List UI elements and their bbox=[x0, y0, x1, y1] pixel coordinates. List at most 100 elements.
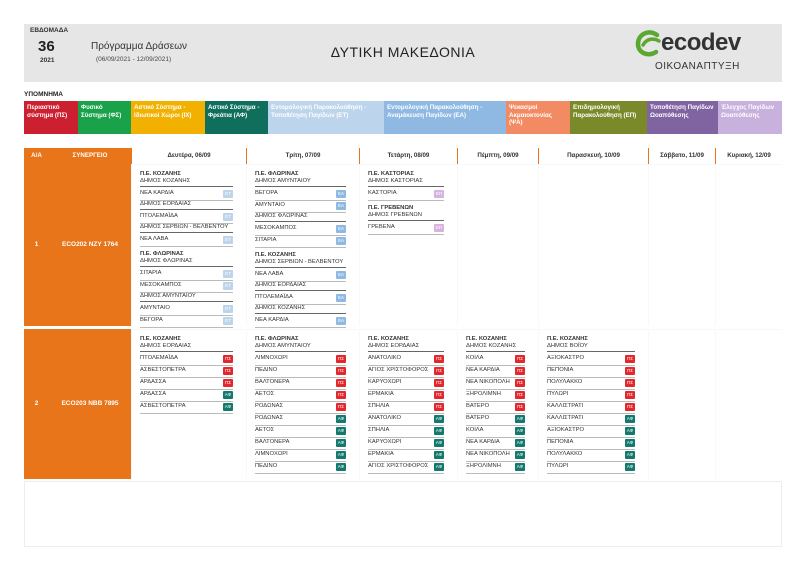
location-name: ΣΙΤΑΡΙΑ bbox=[140, 270, 162, 276]
municipality-heading: ΔΗΜΟΣ ΕΟΡΔΑΙΑΣ bbox=[255, 282, 346, 291]
activity-tag: ΑΦ bbox=[515, 451, 525, 459]
activity-tag: ΠΣ bbox=[434, 391, 444, 399]
activity-tag: ΑΦ bbox=[434, 451, 444, 459]
municipality-heading: ΔΗΜΟΣ ΣΕΡΒΙΩΝ - ΒΕΛΒΕΝΤΟΥ bbox=[140, 224, 233, 233]
location-item: ΑΡΔΑΣΣΑ ΠΣ bbox=[140, 378, 233, 390]
location-item: ΕΡΜΑΚΙΑ ΠΣ bbox=[368, 390, 444, 402]
location-item: ΝΕΑ ΚΑΡΔΙΑ ΕΑ bbox=[255, 316, 346, 328]
location-name: ΒΑΤΕΡΟ bbox=[466, 403, 490, 409]
location-item: ΣΙΤΑΡΙΑ ΕΑ bbox=[255, 236, 346, 248]
location-item: ΛΙΜΝΟΧΩΡΙ ΠΣ bbox=[255, 354, 346, 366]
activity-tag: ΕΤ bbox=[223, 305, 233, 313]
activity-tag: ΠΣ bbox=[336, 391, 346, 399]
legend-item: Εντομολογική Παρακολούθηση - Αναμάκευση … bbox=[384, 101, 506, 134]
prefecture-heading: Π.Ε. ΚΟΖΑΝΗΣ bbox=[547, 336, 588, 342]
activity-tag: ΕΤ bbox=[223, 236, 233, 244]
location-name: ΠΕΔΙΝΟ bbox=[255, 463, 278, 469]
schedule-block: Π.Ε. ΚΟΖΑΝΗΣ ΔΗΜΟΣ ΒΟΪΟΥ ΑΞΙΟΚΑΣΤΡΟ ΠΣ ΠΕΠΟΝ… bbox=[547, 336, 635, 474]
row-number: 2 bbox=[34, 400, 39, 407]
location-name: ΝΕΑ ΚΑΡΔΙΑ bbox=[255, 317, 289, 323]
activity-tag: ΑΦ bbox=[336, 427, 346, 435]
location-item: ΛΙΜΝΟΧΩΡΙ ΑΦ bbox=[255, 450, 346, 462]
schedule-block: Π.Ε. ΚΟΖΑΝΗΣ ΔΗΜΟΣ ΚΟΖΑΝΗΣ ΝΕΑ ΚΑΡΔΙΑ ΕΤ ΔΗΜ… bbox=[140, 171, 233, 328]
ecodev-leaf-icon bbox=[635, 30, 661, 57]
municipality-heading: ΔΗΜΟΣ ΚΟΖΑΝΗΣ bbox=[255, 305, 346, 314]
location-item: ΑΓΙΟΣ ΧΡΙΣΤΟΦΟΡΟΣ ΠΣ bbox=[368, 366, 444, 378]
day-cell bbox=[458, 165, 538, 326]
location-item: ΠΤΟΛΕΜΑΪΔΑ ΠΣ bbox=[140, 354, 233, 366]
activity-tag: ΑΦ bbox=[434, 439, 444, 447]
activity-tag: ΑΦ bbox=[434, 415, 444, 423]
location-item: ΒΑΤΕΡΟ ΑΦ bbox=[466, 414, 525, 426]
location-item: ΑΞΙΟΚΑΣΤΡΟ ΠΣ bbox=[547, 354, 635, 366]
schedule-block: Π.Ε. ΦΛΩΡΙΝΑΣ ΔΗΜΟΣ ΑΜΥΝΤΑΙΟΥ ΒΕΓΟΡΑ ΕΑ ΑΜΥΝ… bbox=[255, 171, 346, 328]
location-name: ΒΑΛΤΟΝΕΡΑ bbox=[255, 439, 290, 445]
prefecture-heading: Π.Ε. ΦΛΩΡΙΝΑΣ bbox=[255, 336, 299, 342]
legend-item: Τοποθέτηση Παγίδων Ωοαπόθεσης bbox=[647, 101, 718, 134]
activity-tag: ΠΣ bbox=[625, 379, 635, 387]
schedule-block: Π.Ε. ΦΛΩΡΙΝΑΣ ΔΗΜΟΣ ΑΜΥΝΤΑΙΟΥ ΛΙΜΝΟΧΩΡΙ ΠΣ Π… bbox=[255, 336, 346, 474]
activity-tag: ΠΣ bbox=[515, 355, 525, 363]
location-item: ΚΑΡΥΟΧΩΡΙ ΠΣ bbox=[368, 378, 444, 390]
location-name: ΑΡΔΑΣΣΑ bbox=[140, 391, 167, 397]
location-item: ΡΟΔΩΝΑΣ ΠΣ bbox=[255, 402, 346, 414]
activity-tag: ΑΦ bbox=[625, 415, 635, 423]
activity-tag: ΕΤ bbox=[223, 317, 233, 325]
location-item: ΡΟΔΩΝΑΣ ΑΦ bbox=[255, 414, 346, 426]
location-item: ΠΕΠΟΝΙΑ ΑΦ bbox=[547, 438, 635, 450]
activity-tag: ΕΑ bbox=[336, 225, 346, 233]
activity-tag: ΠΣ bbox=[336, 403, 346, 411]
activity-tag: ΠΣ bbox=[336, 379, 346, 387]
day-cell bbox=[716, 165, 782, 326]
col-header-day: Πέμπτη, 09/09 bbox=[458, 148, 538, 164]
col-header-day: Σάββατο, 11/09 bbox=[649, 148, 715, 164]
schedule-block: Π.Ε. ΚΟΖΑΝΗΣ ΔΗΜΟΣ ΚΟΖΑΝΗΣ ΚΟΙΛΑ ΠΣ ΝΕΑ ΚΑΡΔ… bbox=[466, 336, 525, 474]
activity-tag: ΠΣ bbox=[336, 355, 346, 363]
header-bar: ΕΒΔΟΜΑΔΑ 36 2021 Πρόγραμμα Δράσεων (06/0… bbox=[24, 24, 782, 82]
municipality-heading: ΔΗΜΟΣ ΑΜΥΝΤΑΙΟΥ bbox=[140, 293, 233, 302]
activity-tag: ΠΣ bbox=[336, 367, 346, 375]
location-name: ΡΟΔΩΝΑΣ bbox=[255, 403, 284, 409]
day-cell bbox=[649, 330, 715, 479]
municipality-heading: ΔΗΜΟΣ ΕΟΡΔΑΙΑΣ bbox=[140, 201, 233, 210]
schedule-block: Π.Ε. ΚΟΖΑΝΗΣ ΔΗΜΟΣ ΕΟΡΔΑΙΑΣ ΑΝΑΤΟΛΙΚΟ ΠΣ ΑΓΙ… bbox=[368, 336, 444, 474]
activity-tag: ΠΣ bbox=[625, 367, 635, 375]
program-dates: (06/09/2021 - 12/09/2021) bbox=[96, 56, 172, 63]
activity-tag: ΑΦ bbox=[336, 439, 346, 447]
municipality-heading: ΔΗΜΟΣ ΒΟΪΟΥ bbox=[547, 343, 635, 352]
location-item: ΠΕΔΙΝΟ ΑΦ bbox=[255, 462, 346, 474]
activity-tag: ΠΣ bbox=[223, 355, 233, 363]
day-cell: Π.Ε. ΚΟΖΑΝΗΣ ΔΗΜΟΣ ΚΟΖΑΝΗΣ ΝΕΑ ΚΑΡΔΙΑ ΕΤ ΔΗΜ… bbox=[132, 165, 246, 328]
activity-tag: ΕΤ bbox=[223, 213, 233, 221]
location-item: ΚΑΣΤΟΡΙΑ ΕΠ bbox=[368, 189, 444, 201]
activity-tag: ΠΣ bbox=[515, 367, 525, 375]
location-item: ΝΕΑ ΛΑΒΑ ΕΑ bbox=[255, 270, 346, 282]
location-name: ΠΟΛΥΛΑΚΚΟ bbox=[547, 379, 583, 385]
legend-item: Φυσικό Σύστημα (ΦΣ) bbox=[78, 101, 131, 134]
location-name: ΝΕΑ ΚΑΡΔΙΑ bbox=[466, 439, 500, 445]
location-item: ΑΕΤΟΣ ΠΣ bbox=[255, 390, 346, 402]
location-name: ΝΕΑ ΚΑΡΔΙΑ bbox=[466, 367, 500, 373]
activity-tag: ΑΦ bbox=[515, 439, 525, 447]
location-item: ΝΕΑ ΚΑΡΔΙΑ ΕΤ bbox=[140, 189, 233, 201]
location-name: ΠΥΛΩΡΙ bbox=[547, 391, 569, 397]
col-header-day: Τετάρτη, 08/09 bbox=[360, 148, 457, 164]
day-cell bbox=[649, 165, 715, 326]
location-name: ΣΠΗΛΙΑ bbox=[368, 427, 390, 433]
municipality-heading: ΔΗΜΟΣ ΚΑΣΤΟΡΙΑΣ bbox=[368, 178, 444, 187]
location-item: ΑΓΙΟΣ ΧΡΙΣΤΟΦΟΡΟΣ ΑΦ bbox=[368, 462, 444, 474]
location-name: ΚΑΛΛΙΣΤΡΑΤΙ bbox=[547, 415, 584, 421]
location-name: ΚΑΡΥΟΧΩΡΙ bbox=[368, 379, 402, 385]
schedule-block: Π.Ε. ΚΟΖΑΝΗΣ ΔΗΜΟΣ ΕΟΡΔΑΙΑΣ ΠΤΟΛΕΜΑΪΔΑ ΠΣ ΑΣ… bbox=[140, 336, 233, 414]
location-item: ΜΕΣΟΚΑΜΠΟΣ ΕΤ bbox=[140, 281, 233, 293]
day-cell: Π.Ε. ΚΟΖΑΝΗΣ ΔΗΜΟΣ ΚΟΖΑΝΗΣ ΚΟΙΛΑ ΠΣ ΝΕΑ ΚΑΡΔ… bbox=[458, 330, 538, 479]
location-name: ΛΙΜΝΟΧΩΡΙ bbox=[255, 355, 288, 361]
location-item: ΑΝΑΤΟΛΙΚΟ ΑΦ bbox=[368, 414, 444, 426]
ecodev-logo: ecodev ΟΙΚΟΑΝΑΠΤΥΞΗ bbox=[635, 28, 775, 78]
location-name: ΑΞΙΟΚΑΣΤΡΟ bbox=[547, 355, 584, 361]
program-title: Πρόγραμμα Δράσεων bbox=[91, 41, 188, 52]
location-name: ΓΡΕΒΕΝΑ bbox=[368, 224, 395, 230]
activity-tag: ΠΣ bbox=[515, 403, 525, 411]
location-item: ΑΜΥΝΤΑΙΟ ΕΑ bbox=[255, 201, 346, 213]
location-name: ΕΡΜΑΚΙΑ bbox=[368, 391, 394, 397]
